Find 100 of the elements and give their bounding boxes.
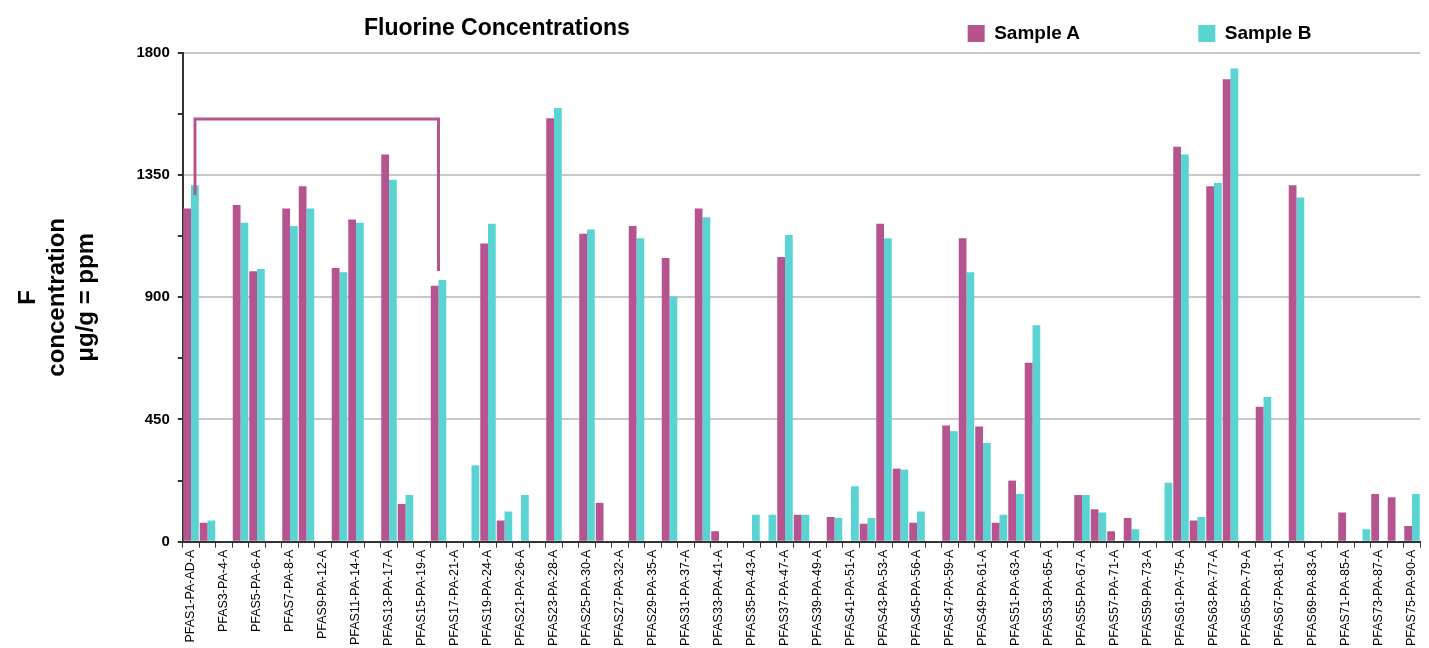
- bar: [1090, 509, 1099, 541]
- bar: [480, 243, 489, 541]
- bar: [306, 208, 315, 541]
- bar: [1181, 154, 1189, 541]
- bar: [504, 511, 513, 541]
- bar: [405, 494, 414, 541]
- x-tick-label: PFAS27-PA-32-A: [612, 549, 627, 647]
- bar: [1222, 79, 1231, 541]
- x-tick-label: PFAS53-PA-65-A: [1041, 549, 1056, 647]
- bar: [1173, 146, 1181, 541]
- bar: [636, 238, 645, 541]
- bar: [232, 205, 241, 541]
- x-tick-label: PFAS13-PA-17-A: [381, 549, 396, 647]
- bar: [1362, 529, 1371, 541]
- y-tick-label: 450: [144, 409, 170, 427]
- y-tick-label: 1350: [136, 165, 170, 183]
- x-tick-label: PFAS9-PA-12-A: [315, 549, 330, 640]
- bar: [950, 431, 958, 541]
- y-axis-title: F concentration μg/g = ppm: [13, 217, 98, 377]
- bar: [1255, 406, 1264, 541]
- x-tick-label: PFAS5-PA-6-A: [249, 549, 264, 633]
- bar: [1288, 185, 1297, 541]
- bar: [669, 296, 678, 541]
- bar: [711, 531, 720, 541]
- bar: [851, 486, 859, 541]
- x-tick-label: PFAS61-PA-75-A: [1173, 549, 1188, 647]
- bar: [348, 219, 357, 541]
- bar: [389, 179, 397, 541]
- x-tick-label: PFAS19-PA-24-A: [480, 549, 495, 647]
- x-tick-label: PFAS21-PA-26-A: [513, 549, 528, 647]
- x-tick-label: PFAS75-PA-90-A: [1404, 549, 1419, 647]
- bar: [1296, 197, 1305, 541]
- x-tick-label: PFAS39-PA-49-A: [810, 549, 825, 647]
- bar: [207, 520, 216, 541]
- bar: [282, 208, 291, 541]
- x-tick-label: PFAS69-PA-83-A: [1305, 549, 1320, 647]
- bar: [884, 238, 892, 541]
- x-tick-label: PFAS29-PA-35-A: [645, 549, 660, 647]
- bar: [1131, 529, 1140, 541]
- x-tick-label: PFAS35-PA-43-A: [744, 549, 759, 647]
- bar: [471, 465, 480, 541]
- chart-title: Fluorine Concentrations: [364, 14, 630, 41]
- bar: [752, 514, 760, 541]
- bar: [1107, 531, 1116, 541]
- bar: [579, 233, 588, 541]
- bar: [1189, 520, 1198, 541]
- bar: [290, 225, 298, 541]
- bar: [966, 272, 975, 541]
- bar: [595, 502, 604, 541]
- bar: [909, 522, 918, 541]
- x-tick-label: PFAS37-PA-47-A: [777, 549, 792, 647]
- bar: [1387, 497, 1396, 541]
- bar: [661, 257, 670, 541]
- x-tick-label: PFAS59-PA-73-A: [1140, 549, 1155, 647]
- bar: [249, 271, 258, 541]
- bar: [1032, 325, 1041, 541]
- y-tick-label: 1800: [136, 43, 170, 61]
- x-tick-label: PFAS65-PA-79-A: [1239, 549, 1254, 647]
- x-tick-label: PFAS43-PA-53-A: [876, 549, 891, 647]
- bar: [1263, 396, 1272, 541]
- bar: [1371, 493, 1379, 541]
- x-tick-label: PFAS31-PA-37-A: [678, 549, 693, 647]
- bar: [1230, 68, 1239, 541]
- bar: [1082, 494, 1090, 541]
- bar: [240, 222, 249, 541]
- x-tick-label: PFAS51-PA-63-A: [1008, 549, 1023, 647]
- x-tick-label: PFAS23-PA-28-A: [546, 549, 561, 647]
- bar: [991, 522, 1000, 541]
- x-tick-label: PFAS67-PA-81-A: [1272, 549, 1287, 647]
- bar: [801, 514, 810, 541]
- x-tick-label: PFAS49-PA-61-A: [975, 549, 990, 647]
- x-tick-label: PFAS57-PA-71-A: [1107, 549, 1122, 647]
- legend-label: Sample A: [994, 21, 1185, 43]
- bar: [397, 503, 406, 541]
- x-tick-label: PFAS73-PA-87-A: [1371, 549, 1386, 647]
- bar: [1404, 525, 1412, 541]
- bar: [183, 208, 192, 541]
- bar: [381, 154, 390, 541]
- legend-label: Sample B: [1224, 21, 1418, 43]
- bar: [1123, 518, 1132, 541]
- bar: [1206, 186, 1214, 541]
- x-tick-label: PFAS63-PA-77-A: [1206, 549, 1221, 647]
- bar: [546, 118, 555, 541]
- x-tick-label: PFAS15-PA-19-A: [414, 549, 429, 647]
- bar: [1098, 512, 1107, 541]
- bar: [983, 443, 991, 541]
- x-tick-label: PFAS25-PA-30-A: [579, 549, 594, 647]
- bar: [975, 426, 984, 541]
- x-tick-label: PFAS41-PA-51-A: [843, 549, 858, 647]
- y-tick-label: 0: [161, 531, 170, 549]
- bar: [785, 234, 793, 541]
- bar: [694, 208, 703, 541]
- bar: [257, 269, 265, 541]
- bar: [628, 225, 637, 541]
- bar: [867, 518, 876, 541]
- bar: [859, 523, 868, 541]
- bar: [826, 516, 835, 541]
- bar: [199, 522, 208, 541]
- bar: [999, 514, 1008, 541]
- x-tick-label: PFAS47-PA-59-A: [942, 549, 957, 647]
